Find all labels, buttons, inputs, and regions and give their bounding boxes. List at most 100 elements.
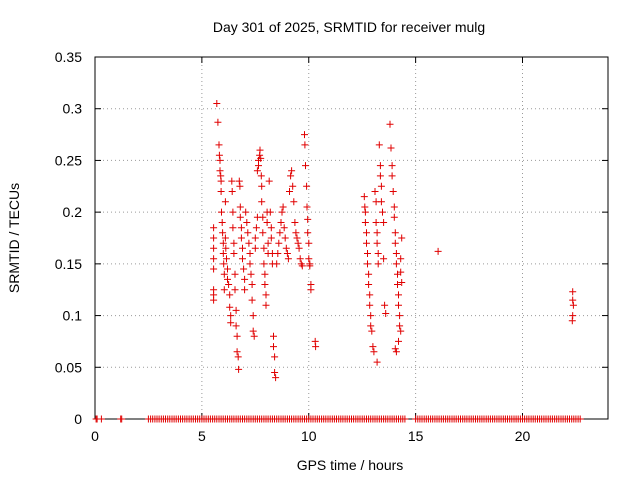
data-point xyxy=(361,219,369,226)
data-point xyxy=(293,234,301,242)
data-point xyxy=(241,286,249,294)
data-point xyxy=(267,234,275,242)
y-tick-label: 0 xyxy=(74,411,82,427)
data-point xyxy=(271,369,279,376)
data-point xyxy=(221,198,229,206)
data-point xyxy=(397,327,405,335)
data-point xyxy=(236,182,244,190)
data-point xyxy=(251,234,259,242)
data-point xyxy=(262,301,270,309)
data-point xyxy=(250,332,258,340)
grid-lines xyxy=(95,57,608,419)
y-axis-label: SRMTID / TECUs xyxy=(6,183,22,293)
data-point xyxy=(388,162,396,170)
data-point xyxy=(569,296,577,304)
data-point xyxy=(256,146,264,154)
data-point xyxy=(305,239,313,247)
chart-title: Day 301 of 2025, SRMTID for receiver mul… xyxy=(213,19,485,35)
data-point xyxy=(233,332,241,340)
data-point xyxy=(236,213,244,221)
data-point xyxy=(232,322,240,330)
data-point xyxy=(235,177,243,185)
data-point xyxy=(386,120,394,128)
data-point xyxy=(377,182,385,190)
data-point xyxy=(394,281,401,288)
data-point xyxy=(216,167,224,175)
data-point xyxy=(390,213,398,221)
data-point xyxy=(287,172,295,180)
y-tick-label: 0.2 xyxy=(63,204,83,220)
data-point xyxy=(233,348,241,356)
data-point xyxy=(312,343,320,351)
data-point xyxy=(230,239,238,247)
data-point xyxy=(210,296,218,304)
data-point xyxy=(216,156,224,164)
data-point xyxy=(220,260,228,268)
data-point xyxy=(307,286,315,294)
y-tick-label: 0.05 xyxy=(55,359,82,375)
data-point xyxy=(97,415,105,423)
data-point xyxy=(372,219,380,226)
data-point xyxy=(241,275,249,283)
data-point xyxy=(242,208,250,216)
data-point xyxy=(296,255,304,263)
data-point xyxy=(213,100,221,107)
data-point xyxy=(371,188,379,195)
data-point xyxy=(249,327,257,335)
data-point xyxy=(367,312,375,320)
data-point xyxy=(249,312,257,320)
data-point xyxy=(280,224,288,232)
data-point xyxy=(290,198,298,206)
data-point xyxy=(228,188,236,195)
data-point xyxy=(391,239,399,247)
data-point xyxy=(267,224,275,232)
data-point xyxy=(382,310,390,317)
data-point xyxy=(210,265,218,273)
data-point xyxy=(230,250,238,257)
x-tick-label: 15 xyxy=(408,428,424,444)
data-point xyxy=(217,188,225,195)
data-point xyxy=(387,144,395,152)
data-points xyxy=(92,100,584,423)
data-point xyxy=(434,247,442,255)
data-point xyxy=(284,255,292,263)
data-point xyxy=(264,239,272,247)
data-point xyxy=(210,255,218,263)
data-point xyxy=(365,281,373,288)
data-point xyxy=(298,262,306,270)
data-point xyxy=(376,172,384,180)
y-tick-label: 0.35 xyxy=(55,49,82,65)
data-point xyxy=(291,219,299,226)
data-point xyxy=(265,177,273,185)
data-point xyxy=(229,208,237,216)
data-point xyxy=(271,353,279,361)
data-point xyxy=(266,208,274,216)
y-tick-label: 0.1 xyxy=(63,308,83,324)
data-point xyxy=(401,415,409,423)
data-point xyxy=(252,224,260,232)
data-point xyxy=(395,337,402,345)
y-tick-label: 0.3 xyxy=(63,101,83,117)
x-tick-label: 10 xyxy=(301,428,317,444)
data-point xyxy=(218,208,225,216)
x-tick-label: 0 xyxy=(91,428,99,444)
data-point xyxy=(210,244,218,252)
data-point xyxy=(214,118,222,126)
y-axis-ticks: 0 0.05 0.1 0.15 0.2 0.25 0.3 0.35 xyxy=(55,49,608,427)
data-point xyxy=(398,279,406,286)
data-point xyxy=(245,239,253,247)
data-point xyxy=(373,239,381,247)
data-point xyxy=(270,343,277,351)
data-point xyxy=(304,215,312,223)
data-point xyxy=(569,288,577,296)
data-point xyxy=(397,255,405,263)
data-point xyxy=(396,312,404,320)
data-point xyxy=(240,265,248,273)
data-point xyxy=(368,327,376,335)
data-point xyxy=(363,239,370,247)
data-point xyxy=(260,260,268,268)
data-point xyxy=(226,291,234,299)
data-point xyxy=(281,234,289,242)
data-point xyxy=(398,234,406,242)
data-point xyxy=(294,239,302,247)
